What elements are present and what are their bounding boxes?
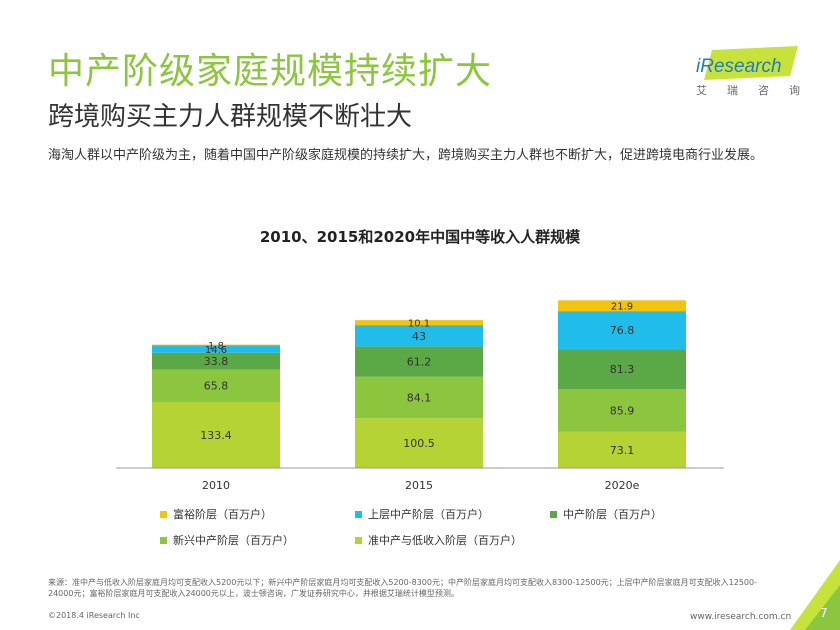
legend-item: 准中产与低收入阶层（百万户）: [355, 532, 550, 548]
bar-segment: [558, 389, 686, 432]
x-tick-label: 2020e: [605, 479, 640, 492]
bar-segment: [355, 325, 483, 347]
legend-item: 富裕阶层（百万户）: [160, 506, 355, 522]
data-label: 73.1: [610, 444, 635, 457]
logo-cn-char: 询: [789, 84, 800, 97]
data-label: 133.4: [200, 429, 232, 442]
logo-banner: [704, 46, 798, 80]
bar-segment: [558, 300, 686, 312]
bar-segment: [558, 431, 686, 468]
data-label: 85.9: [610, 405, 635, 418]
page-subtitle: 跨境购买主力人群规模不断壮大: [48, 102, 413, 132]
chart-legend: 富裕阶层（百万户） 上层中产阶层（百万户） 中产阶层（百万户） 新兴中产阶层（百万户）…: [160, 506, 720, 548]
data-label: 10.1: [408, 319, 430, 330]
website-url[interactable]: www.iresearch.com.cn: [690, 612, 792, 622]
copyright: ©2018.4 iResearch Inc: [48, 611, 140, 620]
legend-label: 中产阶层（百万户）: [563, 508, 662, 521]
legend-label: 新兴中产阶层（百万户）: [173, 534, 294, 547]
legend-label: 富裕阶层（百万户）: [173, 508, 272, 521]
page-title: 中产阶级家庭规模持续扩大: [48, 51, 493, 92]
bar-segment: [558, 311, 686, 350]
bar-segment: [355, 418, 483, 468]
data-label: 14.6: [205, 345, 227, 356]
stacked-bar-chart: 133.4 65.8 33.814.61.8 2010 100.5 84.1 61.2 431…: [116, 300, 724, 492]
data-label: 100.5: [403, 437, 435, 450]
data-label: 33.8: [204, 355, 229, 368]
bar-segment: [355, 320, 483, 326]
bar-segment: [355, 376, 483, 419]
legend-item: 中产阶层（百万户）: [550, 506, 720, 522]
legend-item: 上层中产阶层（百万户）: [355, 506, 550, 522]
bar-segment: [355, 346, 483, 377]
intro-paragraph: 海淘人群以中产阶级为主，随着中国中产阶级家庭规模的持续扩大，跨境购买主力人群也不…: [48, 148, 764, 163]
bar-segment: [152, 402, 280, 468]
data-label: 65.8: [204, 380, 229, 393]
logo-cn-char: 艾: [696, 84, 707, 97]
iresearch-logo: iResearch: [696, 46, 798, 80]
logo-cn-char: 咨: [758, 84, 769, 97]
logo-cn-name: 艾 瑞 咨 询: [696, 82, 800, 98]
legend-label: 上层中产阶层（百万户）: [368, 508, 489, 521]
data-label: 1.8: [208, 341, 224, 352]
data-label: 61.2: [407, 356, 432, 369]
legend-swatch: [355, 536, 362, 544]
x-tick-label: 2010: [202, 479, 230, 492]
legend-swatch: [355, 510, 362, 518]
data-label: 81.3: [610, 363, 635, 376]
data-label: 84.1: [407, 391, 432, 404]
source-note: 来源：准中产与低收入阶层家庭月均可支配收入5200元以下；新兴中产阶层家庭月均可…: [48, 578, 757, 598]
bar-segment: [152, 344, 280, 346]
data-label: 21.9: [611, 302, 633, 313]
legend-swatch: [160, 510, 167, 518]
page-number: 7: [820, 606, 828, 620]
data-label: 76.8: [610, 324, 635, 337]
x-tick-label: 2015: [405, 479, 433, 492]
bar-segment: [558, 349, 686, 390]
legend-swatch: [550, 510, 557, 518]
logo-wordmark: iResearch: [696, 56, 782, 77]
data-label: 43: [412, 330, 426, 343]
logo-cn-char: 瑞: [727, 84, 738, 97]
legend-item: 新兴中产阶层（百万户）: [160, 532, 355, 548]
bar-segment: [152, 369, 280, 403]
chart-title: 2010、2015和2020年中国中等收入人群规模: [259, 228, 581, 246]
legend-swatch: [160, 536, 167, 544]
bar-segment: [152, 352, 280, 370]
legend-label: 准中产与低收入阶层（百万户）: [368, 534, 522, 547]
bar-segment: [152, 345, 280, 353]
